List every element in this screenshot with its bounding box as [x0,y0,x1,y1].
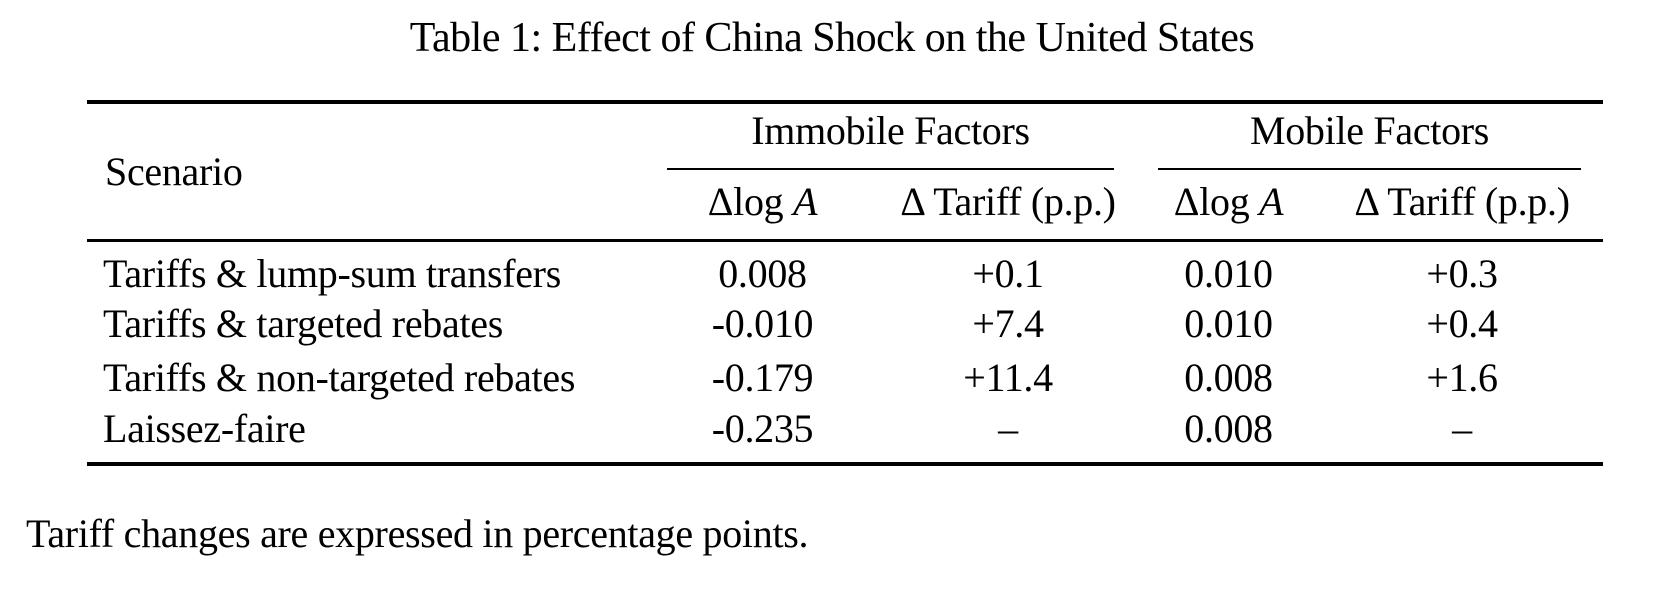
value-cell: +7.4 [972,301,1044,346]
table-body: Tariffs & lump-sum transfers 0.008 +0.1 … [87,240,1604,466]
value-cell: 0.008 [1136,404,1322,466]
column-header-dtariff-immobile: Δ Tariff (p.p.) [880,170,1137,242]
value-cell: -0.179 [711,355,814,400]
scenario-cell: Tariffs & lump-sum transfers [103,250,561,296]
group-header-immobile-factors: Immobile Factors [645,102,1136,170]
value-cell: – [1321,404,1604,466]
group-header-mobile-label: Mobile Factors [1158,105,1582,170]
column-header-text: Δlog [707,178,794,224]
value-cell: +0.4 [1426,301,1498,346]
math-variable-A: A [1259,178,1284,224]
scenario-cell: Tariffs & non-targeted rebates [103,355,576,400]
value-cell: -0.010 [711,301,814,346]
value-cell: +0.3 [1426,250,1498,296]
column-header-text: Δ Tariff (p.p.) [900,178,1116,224]
scenario-column-header: Scenario [87,102,645,242]
column-header-text: Δ Tariff (p.p.) [1354,178,1570,224]
value-cell: +0.1 [972,250,1044,296]
value-cell: 0.010 [1184,250,1273,296]
table-row: Tariffs & lump-sum transfers 0.008 +0.1 … [87,240,1603,297]
table-row: Laissez-faire -0.235 – 0.008 – [87,404,1604,466]
column-header-dtariff-mobile: Δ Tariff (p.p.) [1321,170,1604,242]
group-header-row: Scenario Immobile Factors Mobile Factors [87,102,1603,242]
scenario-cell: Laissez-faire [87,404,645,466]
group-header-immobile-label: Immobile Factors [667,105,1115,170]
math-variable-A: A [793,178,818,224]
table-header: Scenario Immobile Factors Mobile Factors… [87,102,1604,242]
column-header-dlogA-immobile: Δlog A [645,170,880,242]
value-cell: 0.008 [718,250,807,296]
results-table: Scenario Immobile Factors Mobile Factors… [87,100,1604,466]
value-cell: +11.4 [963,355,1053,400]
value-cell: +1.6 [1426,355,1498,400]
table-row: Tariffs & non-targeted rebates -0.179 +1… [87,351,1603,405]
value-cell: -0.235 [645,404,880,466]
table-row: Tariffs & targeted rebates -0.010 +7.4 0… [87,297,1603,351]
scenario-cell: Tariffs & targeted rebates [103,301,503,346]
table-footnote: Tariff changes are expressed in percenta… [26,510,809,556]
value-cell: 0.010 [1184,301,1273,346]
value-cell: – [880,404,1137,466]
column-header-dlogA-mobile: Δlog A [1136,170,1322,242]
sub-header-row: Δlog A Δ Tariff (p.p.) Δlog A Δ Tariff (… [87,170,1604,242]
group-header-mobile-factors: Mobile Factors [1136,102,1603,170]
column-header-text: Δlog [1173,178,1260,224]
table-caption: Table 1: Effect of China Shock on the Un… [409,15,1255,61]
value-cell: 0.008 [1184,355,1273,400]
